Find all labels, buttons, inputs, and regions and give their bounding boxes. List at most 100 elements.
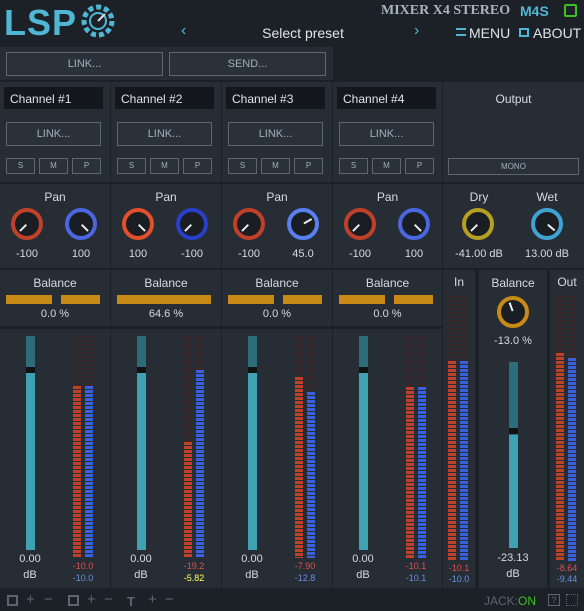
- pan-left-knob[interactable]: [11, 208, 43, 240]
- gain-fader-handle[interactable]: [248, 367, 257, 373]
- phase-button[interactable]: P: [183, 158, 212, 174]
- power-icon[interactable]: [564, 4, 577, 17]
- global-link-button[interactable]: LINK...: [6, 52, 163, 76]
- resize-icon[interactable]: [566, 594, 578, 606]
- gain-fader-handle[interactable]: [26, 367, 35, 373]
- balance-label: Balance: [33, 276, 77, 290]
- font-size-icon[interactable]: T: [127, 594, 135, 609]
- preset-next-button[interactable]: ›: [414, 22, 420, 39]
- balance-slider[interactable]: [117, 295, 307, 304]
- about-icon: [519, 28, 529, 37]
- plugin-code: M4S: [520, 3, 549, 19]
- channel-name-input[interactable]: Channel #4: [337, 87, 436, 109]
- balance-handle[interactable]: [385, 295, 394, 304]
- zoom-in-button-1[interactable]: +: [26, 591, 35, 608]
- channel-name-input[interactable]: Channel #2: [115, 87, 214, 109]
- lsp-logo: LSP: [4, 2, 78, 43]
- preset-selector[interactable]: Select preset: [262, 25, 344, 41]
- gain-fader-handle[interactable]: [137, 367, 146, 373]
- fader-panel: [0, 329, 110, 588]
- channel-link-button[interactable]: LINK...: [117, 122, 212, 146]
- solo-button[interactable]: S: [6, 158, 35, 174]
- master-fader-handle[interactable]: [509, 428, 518, 434]
- meter-left-level: [556, 353, 564, 561]
- solo-button[interactable]: S: [339, 158, 368, 174]
- plugin-title: MIXER X4 STEREO: [381, 3, 511, 18]
- gain-value: 0.00: [352, 553, 374, 565]
- gain-fader-fill: [137, 372, 146, 550]
- pan-left-knob[interactable]: [122, 208, 154, 240]
- pan-label: Pan: [155, 190, 177, 204]
- pan-right-knob[interactable]: [398, 208, 430, 240]
- pan-label: Pan: [266, 190, 288, 204]
- pan-right-knob[interactable]: [287, 208, 319, 240]
- pan-left-knob[interactable]: [233, 208, 265, 240]
- phase-button[interactable]: P: [294, 158, 323, 174]
- channel-strip-3: Channel #3 LINK... S M P Pan -100 45.0 B…: [222, 82, 332, 588]
- solo-button[interactable]: S: [228, 158, 257, 174]
- jack-status: ON: [518, 594, 536, 608]
- pan-label: Pan: [376, 190, 399, 204]
- balance-slider[interactable]: [339, 295, 433, 304]
- solo-button[interactable]: S: [117, 158, 146, 174]
- pan-right-knob[interactable]: [176, 208, 208, 240]
- window-size-icon[interactable]: [7, 595, 18, 606]
- send-button[interactable]: SEND...: [169, 52, 326, 76]
- meter-left-level: [184, 442, 192, 558]
- peak-right-value: -12.8: [294, 573, 316, 583]
- channel-name-input[interactable]: Channel #3: [226, 87, 325, 109]
- gear-icon: [81, 4, 115, 38]
- channel-name-input[interactable]: Channel #1: [4, 87, 103, 109]
- fader-panel: [222, 329, 332, 588]
- widget-size-icon[interactable]: [68, 595, 79, 606]
- balance-value: 0.0 %: [40, 308, 70, 320]
- zoom-in-button-2[interactable]: +: [87, 591, 96, 608]
- dry-label: Dry: [469, 190, 489, 204]
- mono-button[interactable]: MONO: [448, 158, 579, 175]
- footer: + − + − T + − JACK: ON ?: [0, 590, 584, 611]
- channel-link-button[interactable]: LINK...: [228, 122, 323, 146]
- about-button[interactable]: ABOUT: [533, 25, 582, 41]
- master-balance-knob[interactable]: [497, 296, 529, 328]
- gain-unit: dB: [356, 569, 370, 581]
- balance-slider[interactable]: [6, 295, 100, 304]
- zoom-out-button-3[interactable]: −: [165, 591, 174, 608]
- mute-button[interactable]: M: [372, 158, 401, 174]
- menu-button[interactable]: MENU: [469, 25, 511, 41]
- dry-knob[interactable]: [462, 208, 494, 240]
- balance-handle[interactable]: [52, 295, 61, 304]
- jack-label: JACK:: [484, 594, 519, 608]
- balance-label: Balance: [255, 276, 299, 290]
- meter-left-level: [73, 386, 81, 558]
- wet-knob[interactable]: [531, 208, 563, 240]
- gain-unit: dB: [245, 569, 259, 581]
- pan-left-knob[interactable]: [344, 208, 376, 240]
- peak-left-value: -7.90: [294, 561, 316, 571]
- help-icon[interactable]: ?: [548, 594, 560, 606]
- in-label: In: [453, 275, 464, 289]
- mute-button[interactable]: M: [261, 158, 290, 174]
- zoom-out-button-1[interactable]: −: [44, 591, 53, 608]
- out-peak-right: -9.44: [556, 574, 578, 584]
- channel-link-button[interactable]: LINK...: [6, 122, 101, 146]
- meter-left-level: [448, 361, 456, 561]
- balance-label: Balance: [144, 276, 188, 290]
- channel-strip-1: Channel #1 LINK... S M P Pan -100 100 Ba…: [0, 82, 110, 588]
- zoom-in-button-3[interactable]: +: [148, 591, 157, 608]
- preset-prev-button[interactable]: ‹: [181, 22, 187, 39]
- meter-right-level: [85, 386, 93, 558]
- gain-unit: dB: [134, 569, 148, 581]
- balance-handle[interactable]: [274, 295, 283, 304]
- mute-button[interactable]: M: [39, 158, 68, 174]
- pan-left-value: -100: [237, 248, 261, 260]
- gain-fader-fill: [359, 372, 368, 550]
- master-gain-unit: dB: [506, 568, 520, 580]
- pan-right-knob[interactable]: [65, 208, 97, 240]
- balance-slider[interactable]: [228, 295, 322, 304]
- gain-fader-handle[interactable]: [359, 367, 368, 373]
- zoom-out-button-2[interactable]: −: [104, 591, 113, 608]
- phase-button[interactable]: P: [405, 158, 434, 174]
- mute-button[interactable]: M: [150, 158, 179, 174]
- channel-link-button[interactable]: LINK...: [339, 122, 434, 146]
- phase-button[interactable]: P: [72, 158, 101, 174]
